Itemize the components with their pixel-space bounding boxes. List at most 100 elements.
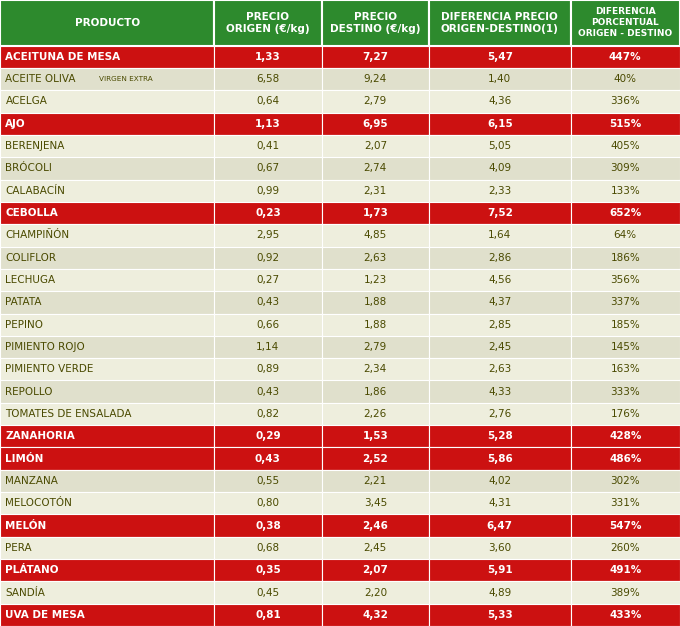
Text: 6,58: 6,58 <box>256 74 279 84</box>
Text: 4,31: 4,31 <box>488 498 511 508</box>
Text: 0,41: 0,41 <box>256 141 279 151</box>
Text: 4,33: 4,33 <box>488 387 511 397</box>
Text: BRÓCOLI: BRÓCOLI <box>5 163 52 173</box>
Text: 0,55: 0,55 <box>256 476 279 486</box>
Text: 0,35: 0,35 <box>255 565 281 575</box>
Bar <box>0 358 214 381</box>
Text: 1,73: 1,73 <box>362 208 388 218</box>
Bar <box>429 559 571 582</box>
Bar <box>571 180 680 202</box>
Bar <box>0 113 214 135</box>
Bar <box>0 448 214 470</box>
Text: 2,63: 2,63 <box>488 364 511 374</box>
Text: 2,79: 2,79 <box>364 96 387 106</box>
Text: 6,95: 6,95 <box>362 119 388 129</box>
Bar <box>571 492 680 515</box>
Text: 486%: 486% <box>609 454 641 464</box>
Text: 2,85: 2,85 <box>488 320 511 330</box>
Text: COLIFLOR: COLIFLOR <box>5 253 56 263</box>
Bar <box>322 135 429 157</box>
Bar <box>322 403 429 425</box>
Text: 0,43: 0,43 <box>255 454 281 464</box>
Text: 0,99: 0,99 <box>256 186 279 196</box>
Bar <box>429 448 571 470</box>
Bar <box>429 135 571 157</box>
Text: CHAMPIÑÓN: CHAMPIÑÓN <box>5 230 69 240</box>
Bar <box>571 46 680 68</box>
Bar <box>571 381 680 403</box>
Text: 302%: 302% <box>611 476 640 486</box>
Text: 2,45: 2,45 <box>364 543 387 553</box>
Text: 333%: 333% <box>611 387 640 397</box>
Text: PERA: PERA <box>5 543 32 553</box>
Text: 163%: 163% <box>611 364 640 374</box>
Text: 0,89: 0,89 <box>256 364 279 374</box>
Bar <box>0 425 214 448</box>
Text: 2,21: 2,21 <box>364 476 387 486</box>
Text: 0,27: 0,27 <box>256 275 279 285</box>
Bar <box>429 403 571 425</box>
Text: 4,09: 4,09 <box>488 163 511 173</box>
Bar <box>0 314 214 336</box>
Text: 260%: 260% <box>611 543 640 553</box>
Bar <box>214 582 322 603</box>
Text: VIRGEN EXTRA: VIRGEN EXTRA <box>99 76 153 82</box>
Text: 0,80: 0,80 <box>256 498 279 508</box>
Text: 176%: 176% <box>611 409 640 419</box>
Bar <box>0 135 214 157</box>
Bar <box>322 269 429 291</box>
Text: PIMIENTO ROJO: PIMIENTO ROJO <box>5 342 85 352</box>
Text: PIMIENTO VERDE: PIMIENTO VERDE <box>5 364 94 374</box>
Text: 186%: 186% <box>611 253 640 263</box>
Bar <box>214 559 322 582</box>
Bar <box>429 358 571 381</box>
Bar <box>322 358 429 381</box>
Bar <box>214 135 322 157</box>
Bar <box>429 470 571 492</box>
Text: REPOLLO: REPOLLO <box>5 387 53 397</box>
Text: 0,43: 0,43 <box>256 297 279 307</box>
Text: 5,86: 5,86 <box>487 454 513 464</box>
Bar <box>0 336 214 358</box>
Bar <box>214 603 322 626</box>
Bar <box>322 68 429 90</box>
Text: 2,46: 2,46 <box>362 521 388 531</box>
Text: PEPINO: PEPINO <box>5 320 44 330</box>
Text: 4,36: 4,36 <box>488 96 511 106</box>
Text: PLÁTANO: PLÁTANO <box>5 565 59 575</box>
Bar <box>214 536 322 559</box>
Bar <box>214 448 322 470</box>
Text: 145%: 145% <box>611 342 640 352</box>
Bar <box>571 403 680 425</box>
Bar <box>571 470 680 492</box>
Text: 1,86: 1,86 <box>364 387 387 397</box>
Bar <box>322 492 429 515</box>
Bar <box>0 180 214 202</box>
Text: 5,05: 5,05 <box>488 141 511 151</box>
Text: 0,29: 0,29 <box>255 431 281 441</box>
Text: 0,38: 0,38 <box>255 521 281 531</box>
Text: CALABACÍN: CALABACÍN <box>5 186 65 196</box>
Bar <box>571 603 680 626</box>
Text: 7,52: 7,52 <box>487 208 513 218</box>
Bar <box>571 448 680 470</box>
Bar <box>571 135 680 157</box>
Text: 2,20: 2,20 <box>364 588 387 598</box>
Text: LIMÓN: LIMÓN <box>5 454 44 464</box>
Bar <box>571 157 680 180</box>
Text: BERENJENA: BERENJENA <box>5 141 65 151</box>
Bar <box>429 314 571 336</box>
Bar <box>214 425 322 448</box>
Bar <box>571 269 680 291</box>
Bar <box>214 492 322 515</box>
Bar <box>214 224 322 247</box>
Text: 0,68: 0,68 <box>256 543 279 553</box>
Text: CEBOLLA: CEBOLLA <box>5 208 58 218</box>
Bar <box>322 224 429 247</box>
Text: AJO: AJO <box>5 119 26 129</box>
Text: 2,63: 2,63 <box>364 253 387 263</box>
Text: 1,23: 1,23 <box>364 275 387 285</box>
Text: 1,88: 1,88 <box>364 297 387 307</box>
Bar <box>571 582 680 603</box>
Bar <box>214 180 322 202</box>
